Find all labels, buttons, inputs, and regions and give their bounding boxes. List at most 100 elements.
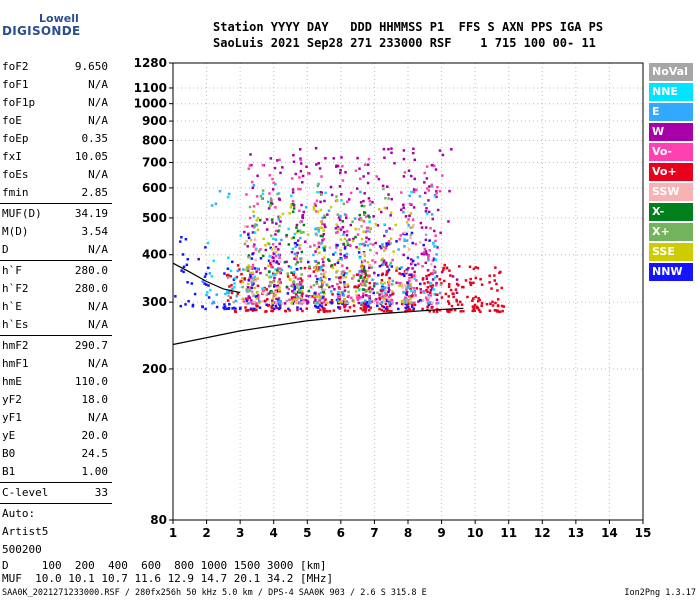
echo-point-w [393, 162, 396, 165]
echo-point-vo- [271, 309, 275, 313]
echo-point-w [259, 271, 262, 275]
echo-point-vo- [431, 271, 434, 275]
param-name: h`F2 [2, 282, 29, 295]
echo-point-vo- [355, 273, 359, 276]
echo-point-vo- [410, 294, 413, 298]
echo-point-w [306, 302, 309, 305]
param-name: foEp [2, 132, 29, 145]
echo-point-vo- [471, 309, 474, 313]
echo-point-e [408, 194, 411, 198]
echo-point-vo- [361, 242, 364, 246]
echo-point-vo- [336, 282, 339, 286]
echo-point-nnw [381, 285, 384, 289]
echo-point-x- [372, 284, 376, 288]
echo-point-nnw [405, 293, 409, 296]
echo-point-w [362, 199, 365, 203]
echo-point-x- [270, 291, 274, 294]
param-name: hmF1 [2, 357, 29, 370]
echo-point-sse [324, 276, 327, 279]
echo-point-vo- [496, 289, 499, 292]
echo-point-w [333, 287, 336, 291]
echo-point-x- [362, 288, 365, 291]
echo-point-e [299, 236, 302, 240]
echo-point-w [362, 270, 366, 274]
echo-point-vo- [333, 263, 337, 266]
echo-point-w [342, 300, 345, 303]
echo-point-w [321, 238, 324, 242]
echo-point-vo- [428, 249, 431, 252]
echo-point-x- [245, 288, 248, 291]
echo-point-sse [262, 237, 265, 241]
param-row: foF1 N/A [0, 76, 112, 94]
echo-point-sse [326, 301, 329, 305]
echo-point-x- [321, 234, 324, 238]
echo-point-sse [343, 237, 347, 241]
echo-point-e [251, 277, 254, 280]
echo-point-ssw [243, 225, 247, 228]
echo-point-w [387, 300, 391, 303]
echo-point-w [373, 282, 376, 285]
echo-point-vo- [265, 288, 269, 291]
y-tick-label: 900 [142, 114, 167, 128]
x-tick-label: 15 [635, 526, 652, 540]
echo-point-w [291, 188, 295, 191]
echo-point-nnw [372, 291, 375, 295]
x-tick-label: 7 [370, 526, 378, 540]
echo-point-e [299, 284, 302, 288]
echo-point-x- [258, 218, 262, 222]
echo-point-vo- [473, 303, 477, 307]
echo-point-nnw [382, 305, 386, 309]
echo-point-nne [358, 243, 362, 246]
echo-point-nne [291, 247, 295, 251]
param-row: yF2 18.0 [0, 391, 112, 409]
echo-point-w [402, 157, 406, 161]
echo-point-nnw [332, 253, 335, 256]
echo-point-e [227, 192, 231, 196]
echo-point-ssw [355, 293, 358, 297]
echo-point-nne [212, 259, 216, 263]
echo-point-nnw [404, 302, 408, 306]
echo-point-sse [360, 237, 364, 241]
echo-point-nnw [357, 251, 361, 254]
echo-point-vo- [425, 288, 428, 292]
param-value: 2.85 [81, 186, 109, 199]
echo-point-w [361, 295, 365, 299]
echo-point-noval [391, 301, 394, 304]
echo-point-vo- [347, 294, 350, 298]
echo-point-nnw [342, 274, 345, 277]
param-value: N/A [88, 78, 108, 91]
echo-point-vo- [291, 297, 294, 300]
echo-point-vo- [335, 246, 338, 249]
echo-point-w [265, 228, 269, 231]
echo-point-sse [352, 275, 355, 278]
echo-point-vo- [299, 158, 303, 162]
echo-point-x- [360, 204, 364, 208]
echo-point-x- [296, 290, 300, 294]
echo-point-sse [272, 280, 275, 284]
echo-point-vo- [411, 261, 414, 264]
echo-point-vo- [248, 164, 252, 167]
echo-point-sse [360, 266, 364, 270]
echo-point-x- [327, 258, 330, 261]
echo-point-nne [293, 270, 296, 274]
echo-point-vo- [365, 215, 368, 218]
echo-point-vo- [411, 303, 414, 306]
echo-point-ssw [430, 301, 434, 305]
echo-point-w [431, 164, 435, 167]
echo-point-w [247, 295, 251, 298]
echo-point-w [389, 294, 392, 297]
echo-point-w [298, 148, 302, 151]
echo-point-ssw [254, 258, 257, 262]
echo-point-x- [357, 279, 360, 283]
echo-point-vo- [380, 263, 384, 267]
echo-point-vo- [297, 296, 301, 299]
param-row: foE N/A [0, 112, 112, 130]
echo-point-nne [433, 194, 437, 198]
echo-point-sse [295, 301, 298, 305]
echo-point-vo- [472, 267, 476, 271]
echo-point-sse [363, 254, 367, 258]
echo-point-vo- [462, 309, 465, 313]
echo-point-w [425, 277, 429, 281]
echo-point-vo- [319, 276, 323, 280]
echo-point-vo- [321, 283, 324, 287]
